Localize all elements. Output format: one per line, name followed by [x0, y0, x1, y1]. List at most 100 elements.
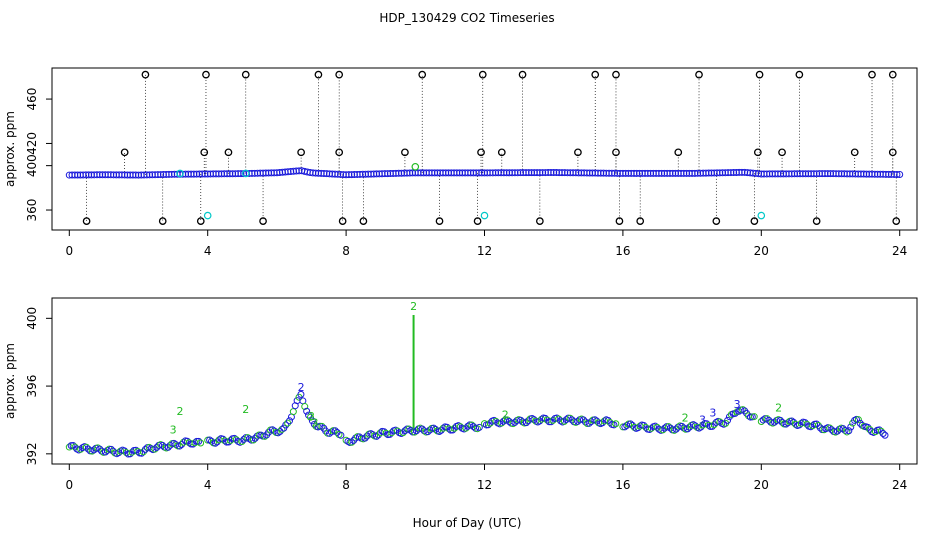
bottom-axes: 0 4 8 12 16 20 24 392 396 400 [25, 307, 907, 492]
series-point [812, 420, 820, 428]
series-point [305, 411, 313, 419]
series-point [373, 432, 381, 440]
point-label: 3 [734, 398, 741, 411]
outlier-point [120, 148, 129, 157]
outlier-point [518, 70, 527, 79]
series-point [176, 442, 184, 450]
outlier-point [712, 217, 721, 225]
series-point [303, 407, 311, 415]
series-point [663, 423, 671, 431]
top-y-tick-label: 460 [25, 88, 39, 111]
outlier-point [615, 217, 624, 225]
series-point [134, 448, 142, 456]
series-point [612, 420, 620, 428]
series-point [361, 434, 369, 442]
series-point [69, 442, 77, 450]
outlier-point [612, 70, 620, 79]
series-point [337, 431, 345, 439]
point-label: 2 [308, 410, 315, 423]
series-point [308, 417, 316, 425]
baseline-point [896, 171, 904, 179]
series-point [684, 425, 692, 433]
series-point [784, 419, 792, 427]
series-point [195, 437, 203, 445]
point-label: 2 [177, 405, 184, 418]
series-point [449, 426, 457, 434]
top-y-axis-label: approx. ppm [3, 111, 17, 187]
bottom-y-axis-label: approx. ppm [3, 343, 17, 419]
series-point [566, 414, 574, 422]
series-point [65, 443, 73, 451]
outlier-point [888, 148, 897, 157]
x-axis-label: Hour of Day (UTC) [413, 516, 522, 530]
series-point [739, 406, 747, 414]
series-point [484, 421, 492, 429]
top-x-tick-label: 4 [204, 244, 212, 258]
outlier-point [335, 70, 344, 79]
series-point [369, 431, 377, 439]
series-point [845, 427, 853, 435]
series-point [763, 415, 771, 423]
series-point [750, 413, 758, 421]
series-point [579, 416, 587, 424]
top-x-tick-label: 20 [754, 244, 769, 258]
outlier-point [435, 217, 444, 225]
series-point [403, 425, 411, 433]
series-point [284, 419, 292, 427]
point-label: 2 [298, 381, 305, 394]
series-point [640, 421, 648, 429]
top-x-tick-label: 24 [892, 244, 907, 258]
outlier-point [418, 70, 427, 79]
flagged-point [757, 211, 766, 220]
series-point [197, 439, 205, 447]
outlier-point [795, 70, 804, 79]
point-label: 3 [170, 424, 177, 437]
outlier-point [850, 148, 859, 157]
top-x-tick-label: 12 [477, 244, 492, 258]
outlier-point [141, 70, 150, 79]
series-point [193, 437, 201, 445]
outlier-point [359, 217, 368, 225]
series-point [289, 408, 297, 416]
flagged-point [203, 211, 212, 220]
outlier-point [612, 148, 620, 157]
series-point [306, 413, 314, 421]
series-point [331, 427, 339, 435]
series-point [604, 417, 612, 425]
series-point [282, 421, 290, 429]
outlier-point [224, 148, 233, 157]
outlier-point [812, 217, 821, 225]
bottom-x-tick-label: 24 [892, 478, 907, 492]
series-point [286, 417, 294, 425]
series-point [473, 425, 481, 433]
series-point [623, 421, 631, 429]
series-point [386, 430, 394, 438]
series-point [724, 416, 732, 424]
series-point [864, 423, 872, 431]
bottom-x-tick-label: 0 [65, 478, 73, 492]
series-point [301, 403, 309, 411]
outlier-point [202, 70, 210, 79]
outlier-point [314, 70, 323, 79]
series-point [875, 426, 883, 434]
series-point [776, 416, 784, 424]
outlier-point [755, 70, 764, 79]
baseline-point [893, 170, 901, 178]
point-label: 3 [699, 413, 706, 426]
series-point [299, 397, 307, 405]
point-label: 2 [410, 300, 417, 313]
point-label: 2 [775, 401, 782, 414]
outlier-point [750, 217, 759, 225]
series-point [879, 430, 887, 438]
figure-title: HDP_130429 CO2 Timeseries [379, 11, 554, 25]
outlier-point [591, 70, 600, 79]
top-y-tick-label: 400 [25, 154, 39, 177]
bottom-x-tick-label: 4 [204, 478, 212, 492]
series-point [261, 432, 269, 440]
outlier-point [335, 148, 344, 157]
outlier-point [536, 217, 544, 225]
bottom-y-tick-label: 400 [25, 307, 39, 330]
